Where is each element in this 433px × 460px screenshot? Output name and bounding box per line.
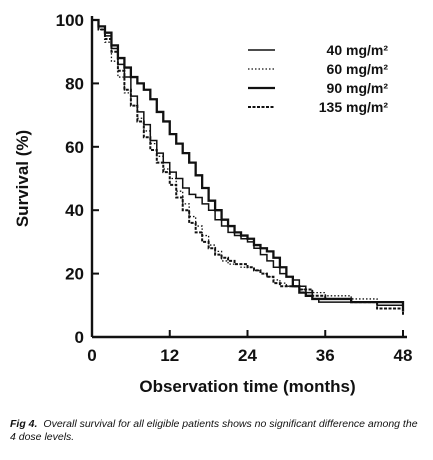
y-tick-label: 60 (65, 138, 84, 157)
survival-curve-series (92, 19, 403, 307)
y-tick-label: 40 (65, 201, 84, 220)
figure-caption-text: Overall survival for all eligible patien… (10, 418, 418, 443)
survival-curve-series (92, 19, 404, 312)
x-tick-label: 12 (160, 346, 179, 365)
x-axis-title: Observation time (months) (139, 377, 355, 396)
legend-label: 90 mg/m² (327, 80, 389, 96)
chart-legend: 40 mg/m² 60 mg/m² 90 mg/m² 135 mg/m² (248, 42, 388, 115)
survival-curves (92, 18, 405, 315)
survival-chart: 0 20 40 60 80 100 0 12 24 36 48 40 mg/m² 60 mg/m² 90… (13, 11, 413, 396)
y-tick-label: 80 (65, 74, 84, 93)
figure-number: Fig 4. (10, 418, 38, 430)
legend-label: 60 mg/m² (327, 61, 389, 77)
figure-caption: Fig 4. Overall survival for all eligible … (10, 418, 425, 444)
y-tick-label: 20 (65, 265, 84, 284)
y-tick-label: 0 (75, 328, 84, 347)
survival-curve-series (92, 18, 405, 312)
y-axis-title: Survival (%) (13, 130, 32, 227)
x-tick-label: 48 (394, 346, 413, 365)
x-tick-label: 24 (238, 346, 257, 365)
chart-axes: 0 20 40 60 80 100 0 12 24 36 48 (56, 11, 413, 365)
x-tick-label: 36 (316, 346, 335, 365)
legend-label: 40 mg/m² (327, 42, 389, 58)
survival-curve-series (92, 19, 404, 315)
y-tick-label: 100 (56, 11, 84, 30)
legend-label: 135 mg/m² (319, 99, 389, 115)
x-tick-label: 0 (87, 346, 96, 365)
